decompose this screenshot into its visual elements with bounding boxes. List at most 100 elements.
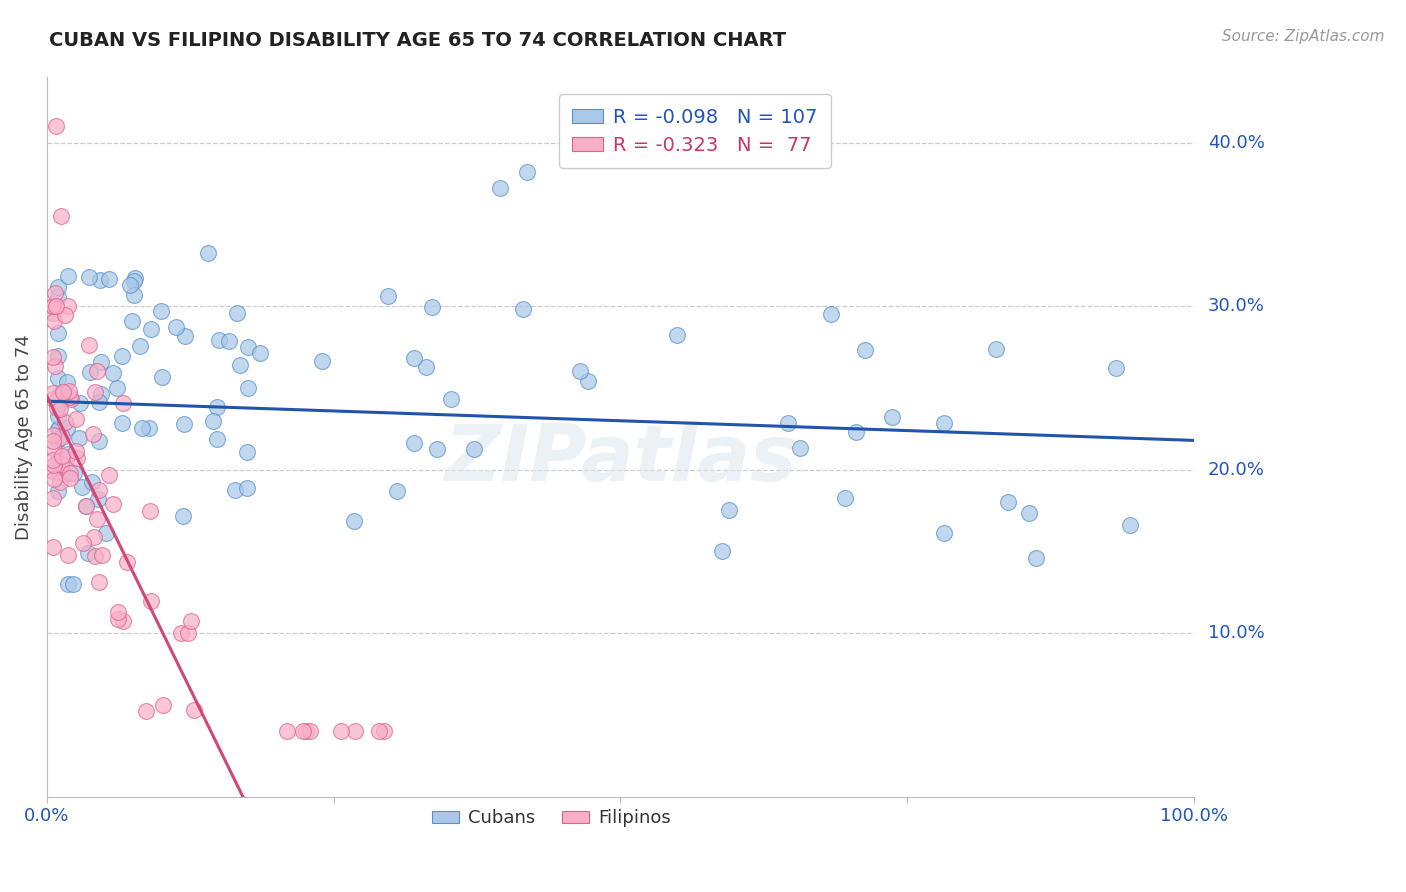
Point: [48, 387, 70, 401]
Point: [150, 369, 173, 384]
Point: [236, 445, 259, 459]
Point: [122, 287, 145, 301]
Point: [115, 555, 138, 569]
Point: [42, 453, 65, 467]
Point: [41, 299, 63, 313]
Point: [426, 442, 449, 457]
Text: 20.0%: 20.0%: [1208, 461, 1264, 479]
Point: [139, 321, 162, 335]
Point: [135, 704, 157, 718]
Point: [932, 417, 955, 431]
Point: [48, 433, 70, 447]
Point: [568, 364, 591, 378]
Point: [111, 349, 134, 363]
Point: [59, 471, 82, 485]
Point: [121, 314, 143, 328]
Point: [718, 503, 741, 517]
Point: [82, 426, 104, 441]
Point: [41, 392, 63, 406]
Point: [666, 327, 689, 342]
Point: [48, 434, 70, 448]
Point: [986, 342, 1008, 356]
Point: [139, 504, 162, 518]
Point: [845, 425, 868, 439]
Point: [41, 298, 63, 312]
Text: 40.0%: 40.0%: [1208, 134, 1264, 152]
Point: [402, 351, 425, 366]
Text: ZIPatlas: ZIPatlas: [444, 421, 796, 497]
Point: [96, 525, 118, 540]
Point: [197, 246, 219, 260]
Point: [48, 371, 70, 385]
Point: [55, 376, 77, 390]
Text: CUBAN VS FILIPINO DISABILITY AGE 65 TO 74 CORRELATION CHART: CUBAN VS FILIPINO DISABILITY AGE 65 TO 7…: [49, 31, 786, 50]
Point: [420, 300, 443, 314]
Point: [58, 299, 80, 313]
Point: [75, 499, 97, 513]
Point: [377, 289, 399, 303]
Point: [41, 385, 63, 400]
Point: [77, 338, 100, 352]
Point: [62, 577, 84, 591]
Point: [41, 428, 63, 442]
Point: [165, 320, 187, 334]
Point: [789, 442, 811, 456]
Point: [97, 468, 120, 483]
Point: [48, 280, 70, 294]
Point: [101, 366, 124, 380]
Point: [138, 421, 160, 435]
Point: [89, 395, 111, 409]
Point: [344, 724, 367, 739]
Point: [90, 549, 112, 563]
Point: [111, 614, 134, 628]
Point: [48, 422, 70, 436]
Point: [367, 724, 389, 739]
Point: [59, 392, 82, 406]
Point: [51, 457, 73, 471]
Point: [131, 420, 153, 434]
Point: [48, 421, 70, 435]
Point: [385, 484, 408, 499]
Point: [236, 481, 259, 495]
Point: [87, 492, 110, 507]
Point: [65, 450, 87, 465]
Point: [49, 427, 72, 442]
Point: [226, 306, 249, 320]
Point: [172, 508, 194, 523]
Point: [65, 412, 87, 426]
Point: [111, 396, 134, 410]
Point: [41, 350, 63, 364]
Point: [489, 181, 512, 195]
Point: [45, 299, 67, 313]
Point: [218, 334, 240, 349]
Point: [207, 400, 229, 414]
Point: [55, 421, 77, 435]
Point: [111, 416, 134, 430]
Point: [98, 272, 121, 286]
Point: [49, 402, 72, 417]
Point: [205, 432, 228, 446]
Point: [107, 605, 129, 619]
Point: [311, 353, 333, 368]
Point: [1105, 361, 1128, 376]
Point: [89, 386, 111, 401]
Point: [202, 414, 225, 428]
Point: [48, 290, 70, 304]
Text: 30.0%: 30.0%: [1208, 297, 1264, 315]
Point: [236, 341, 259, 355]
Point: [51, 449, 73, 463]
Point: [107, 381, 129, 395]
Point: [128, 339, 150, 353]
Point: [48, 454, 70, 468]
Point: [75, 499, 97, 513]
Legend: Cubans, Filipinos: Cubans, Filipinos: [425, 802, 678, 835]
Point: [576, 375, 599, 389]
Point: [122, 275, 145, 289]
Point: [173, 417, 195, 432]
Point: [343, 514, 366, 528]
Point: [415, 359, 437, 374]
Point: [440, 392, 463, 407]
Point: [330, 724, 353, 739]
Point: [249, 345, 271, 359]
Point: [934, 526, 956, 541]
